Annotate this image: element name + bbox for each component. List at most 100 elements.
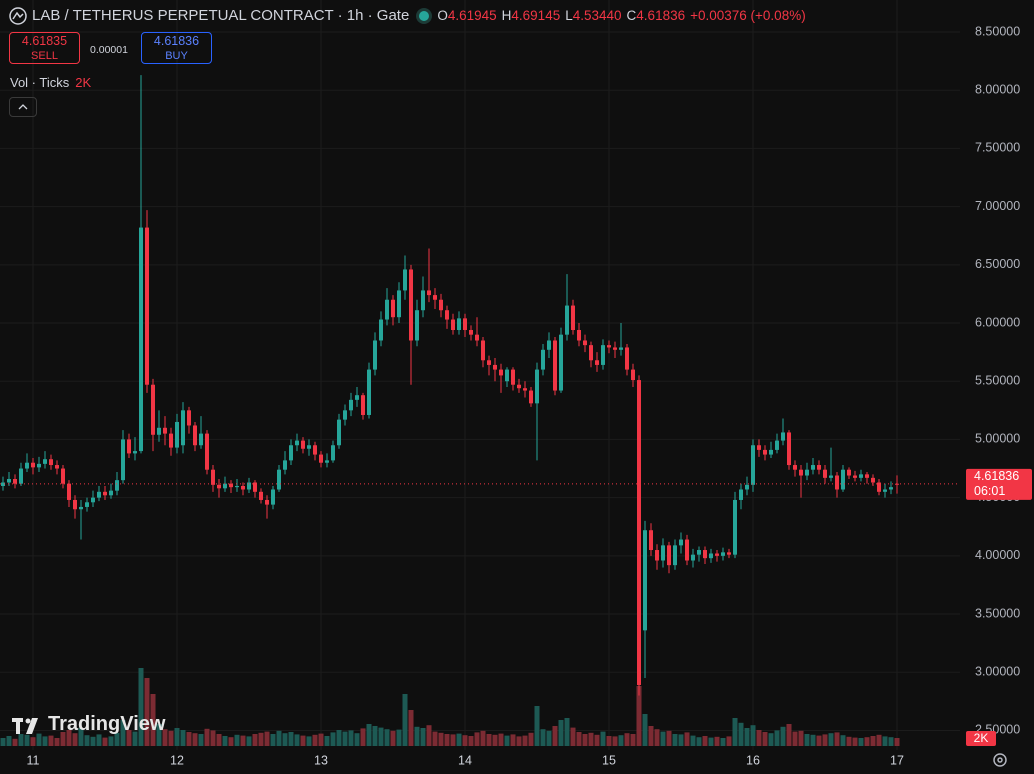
volume-bar [96,734,102,746]
candle-body [31,462,35,468]
volume-bar [486,734,492,746]
volume-bar [138,668,144,746]
volume-bar [792,731,798,746]
volume-bar [732,718,738,746]
volume-bar [528,732,534,746]
volume-bar [744,728,750,746]
candle-body [475,334,479,341]
candle-body [853,475,857,478]
candle-body [379,319,383,341]
price-axis: 8.50000 8.00000 7.50000 7.00000 6.50000 6.000… [0,24,1032,767]
candle-body [163,427,167,434]
candle-body [445,310,449,320]
candle-body [751,445,755,485]
volume-bar [360,728,366,746]
candle-body [415,310,419,341]
candle-body [619,347,623,350]
volume-bar [570,727,576,746]
candle-body [193,425,197,446]
candle-body [649,530,653,551]
candle-body [829,475,833,478]
volume-bar [888,737,894,746]
volume-pane [0,668,900,746]
candle-body [331,445,335,461]
candle-body [865,474,869,478]
candle-body [493,364,497,370]
settings-icon[interactable] [993,753,1007,767]
candle-body [703,550,707,559]
ohlc-key: C [626,8,637,23]
ohlc-item: O4.61945 [437,8,496,23]
candle-body [319,454,323,463]
volume-bar [858,738,864,746]
candle-body [79,506,83,510]
volume-bar [78,728,84,746]
candle-body [463,318,467,331]
candle-body [349,399,353,411]
volume-bar [798,730,804,746]
volume-bar [564,718,570,746]
volume-bar [168,730,174,746]
volume-bar [540,729,546,746]
volume-bar [156,724,162,746]
volume-bar [846,736,852,746]
volume-bar [180,730,186,746]
volume-bar [780,726,786,746]
volume-bar [162,729,168,746]
candle-body [613,347,617,350]
volume-bar [354,733,360,746]
candle-body [151,384,155,435]
volume-bar [624,733,630,746]
logo-icon [9,7,27,25]
volume-bar [384,729,390,746]
current-price-box [966,468,1032,500]
volume-bar [408,710,414,746]
candle-body [241,485,245,490]
candle-body [85,502,89,507]
volume-bar [522,735,528,746]
volume-bar [480,730,486,746]
candle-body [313,445,317,455]
volume-bar [768,733,774,746]
volume-bar [450,734,456,746]
y-tick-label: 6.00000 [975,315,1020,329]
sell-button[interactable]: 4.61835 SELL [9,32,80,64]
volume-bar [6,736,12,746]
buy-label: BUY [165,50,188,62]
volume-bar [666,730,672,746]
candle-body [283,460,287,470]
candle-body [7,479,11,483]
volume-bar [198,734,204,746]
volume-bar [456,733,462,746]
candle-body [781,432,785,441]
volume-bar [840,735,846,746]
volume-bar [876,734,882,746]
candle-body [667,545,671,566]
candle-body [43,459,47,464]
candle-body [847,469,851,476]
candle-body [769,449,773,455]
candle-body [553,340,557,391]
candle-body [133,451,137,454]
volume-bar [534,706,540,746]
candle-body [421,290,425,311]
x-tick-label: 16 [746,753,760,767]
candle-body [19,468,23,484]
buy-button[interactable]: 4.61836 BUY [141,32,212,64]
volume-bar [210,730,216,746]
volume-bar [690,735,696,746]
candle-body [721,552,725,556]
volume-bar [192,733,198,746]
candle-body [433,295,437,300]
volume-bar [312,734,318,746]
candle-body [469,330,473,335]
collapse-button[interactable] [9,97,37,117]
candle-body [199,433,203,446]
candle-body [799,469,803,476]
volume-bar [18,734,24,746]
volume-bar [372,726,378,746]
candle-body [643,530,647,631]
volume-bar [102,737,108,746]
candle-body [235,485,239,488]
